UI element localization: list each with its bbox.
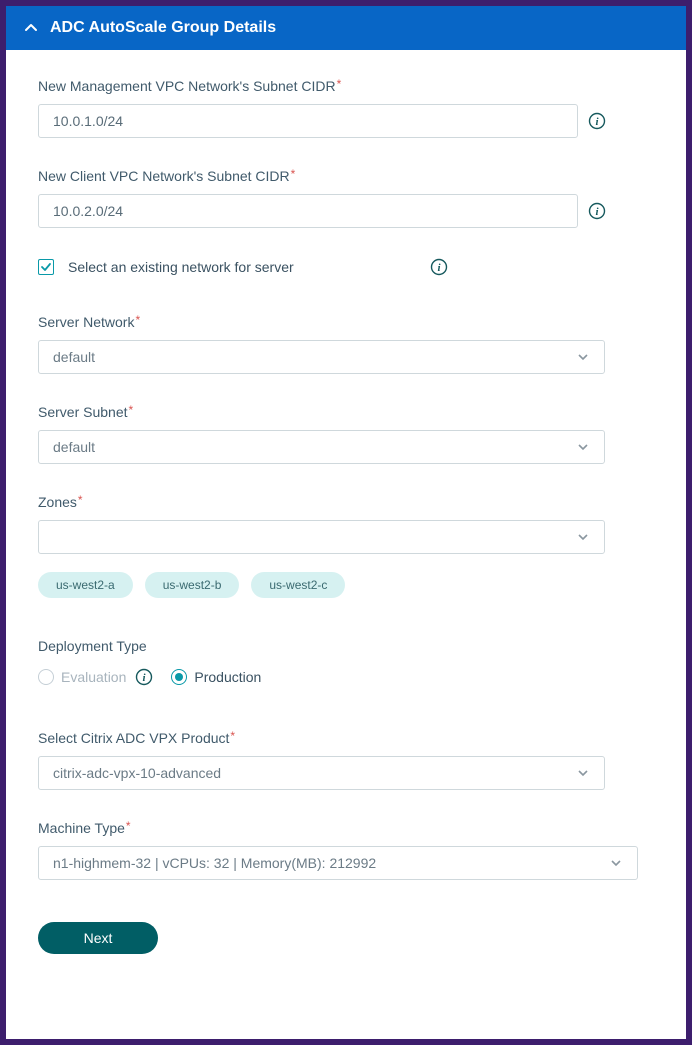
zones-label: Zones*: [38, 494, 654, 510]
zone-chip[interactable]: us-west2-a: [38, 572, 133, 598]
next-button[interactable]: Next: [38, 922, 158, 954]
svg-text:i: i: [595, 206, 599, 218]
existing-network-row: Select an existing network for server i: [38, 258, 448, 276]
chevron-down-icon: [576, 440, 590, 454]
required-asterisk: *: [230, 729, 235, 743]
required-asterisk: *: [337, 77, 342, 91]
server-network-select[interactable]: default: [38, 340, 605, 374]
svg-text:i: i: [143, 672, 147, 684]
existing-network-checkbox[interactable]: [38, 259, 54, 275]
server-subnet-select[interactable]: default: [38, 430, 605, 464]
required-asterisk: *: [78, 493, 83, 507]
svg-text:i: i: [437, 262, 441, 274]
info-icon[interactable]: i: [588, 112, 606, 130]
chevron-down-icon: [576, 766, 590, 780]
machine-type-select[interactable]: n1-highmem-32 | vCPUs: 32 | Memory(MB): …: [38, 846, 638, 880]
collapse-icon: [24, 21, 38, 35]
label-text: New Management VPC Network's Subnet CIDR: [38, 78, 336, 94]
field-client-cidr: New Client VPC Network's Subnet CIDR* i: [38, 168, 654, 228]
label-text: New Client VPC Network's Subnet CIDR: [38, 168, 290, 184]
required-asterisk: *: [291, 167, 296, 181]
client-cidr-label: New Client VPC Network's Subnet CIDR*: [38, 168, 654, 184]
client-cidr-input[interactable]: [38, 194, 578, 228]
zone-chip[interactable]: us-west2-c: [251, 572, 345, 598]
chevron-down-icon: [576, 350, 590, 364]
mgmt-cidr-input[interactable]: [38, 104, 578, 138]
deployment-type-label: Deployment Type: [38, 638, 654, 654]
svg-text:i: i: [595, 116, 599, 128]
field-zones: Zones*: [38, 494, 654, 554]
field-server-network: Server Network* default: [38, 314, 654, 374]
vpx-product-select[interactable]: citrix-adc-vpx-10-advanced: [38, 756, 605, 790]
info-icon[interactable]: i: [135, 668, 153, 686]
vpx-product-label: Select Citrix ADC VPX Product*: [38, 730, 654, 746]
select-value: citrix-adc-vpx-10-advanced: [53, 765, 221, 781]
label-text: Select Citrix ADC VPX Product: [38, 730, 229, 746]
zone-chip[interactable]: us-west2-b: [145, 572, 240, 598]
server-network-label: Server Network*: [38, 314, 654, 330]
field-deployment-type: Deployment Type Evaluation i Production: [38, 638, 654, 686]
field-mgmt-cidr: New Management VPC Network's Subnet CIDR…: [38, 78, 654, 138]
mgmt-cidr-label: New Management VPC Network's Subnet CIDR…: [38, 78, 654, 94]
info-icon[interactable]: i: [430, 258, 448, 276]
select-value: n1-highmem-32 | vCPUs: 32 | Memory(MB): …: [53, 855, 376, 871]
radio-label-production: Production: [194, 669, 261, 685]
zones-select[interactable]: [38, 520, 605, 554]
panel-title: ADC AutoScale Group Details: [50, 19, 276, 37]
form-content: New Management VPC Network's Subnet CIDR…: [6, 50, 686, 1039]
required-asterisk: *: [129, 403, 134, 417]
form-container: ADC AutoScale Group Details New Manageme…: [5, 5, 687, 1040]
radio-production[interactable]: Production: [171, 669, 261, 685]
chevron-down-icon: [609, 856, 623, 870]
machine-type-label: Machine Type*: [38, 820, 654, 836]
label-text: Server Subnet: [38, 404, 128, 420]
select-value: default: [53, 349, 95, 365]
zone-chips: us-west2-a us-west2-b us-west2-c: [38, 572, 654, 598]
existing-network-label: Select an existing network for server: [68, 259, 294, 275]
radio-label-evaluation: Evaluation: [61, 669, 126, 685]
chevron-down-icon: [576, 530, 590, 544]
field-machine-type: Machine Type* n1-highmem-32 | vCPUs: 32 …: [38, 820, 654, 880]
field-server-subnet: Server Subnet* default: [38, 404, 654, 464]
server-subnet-label: Server Subnet*: [38, 404, 654, 420]
field-vpx-product: Select Citrix ADC VPX Product* citrix-ad…: [38, 730, 654, 790]
panel-header[interactable]: ADC AutoScale Group Details: [6, 6, 686, 50]
required-asterisk: *: [135, 313, 140, 327]
radio-input-production[interactable]: [171, 669, 187, 685]
label-text: Server Network: [38, 314, 134, 330]
select-value: default: [53, 439, 95, 455]
radio-evaluation: Evaluation i: [38, 668, 153, 686]
info-icon[interactable]: i: [588, 202, 606, 220]
required-asterisk: *: [126, 819, 131, 833]
label-text: Machine Type: [38, 820, 125, 836]
label-text: Zones: [38, 494, 77, 510]
radio-input-evaluation: [38, 669, 54, 685]
